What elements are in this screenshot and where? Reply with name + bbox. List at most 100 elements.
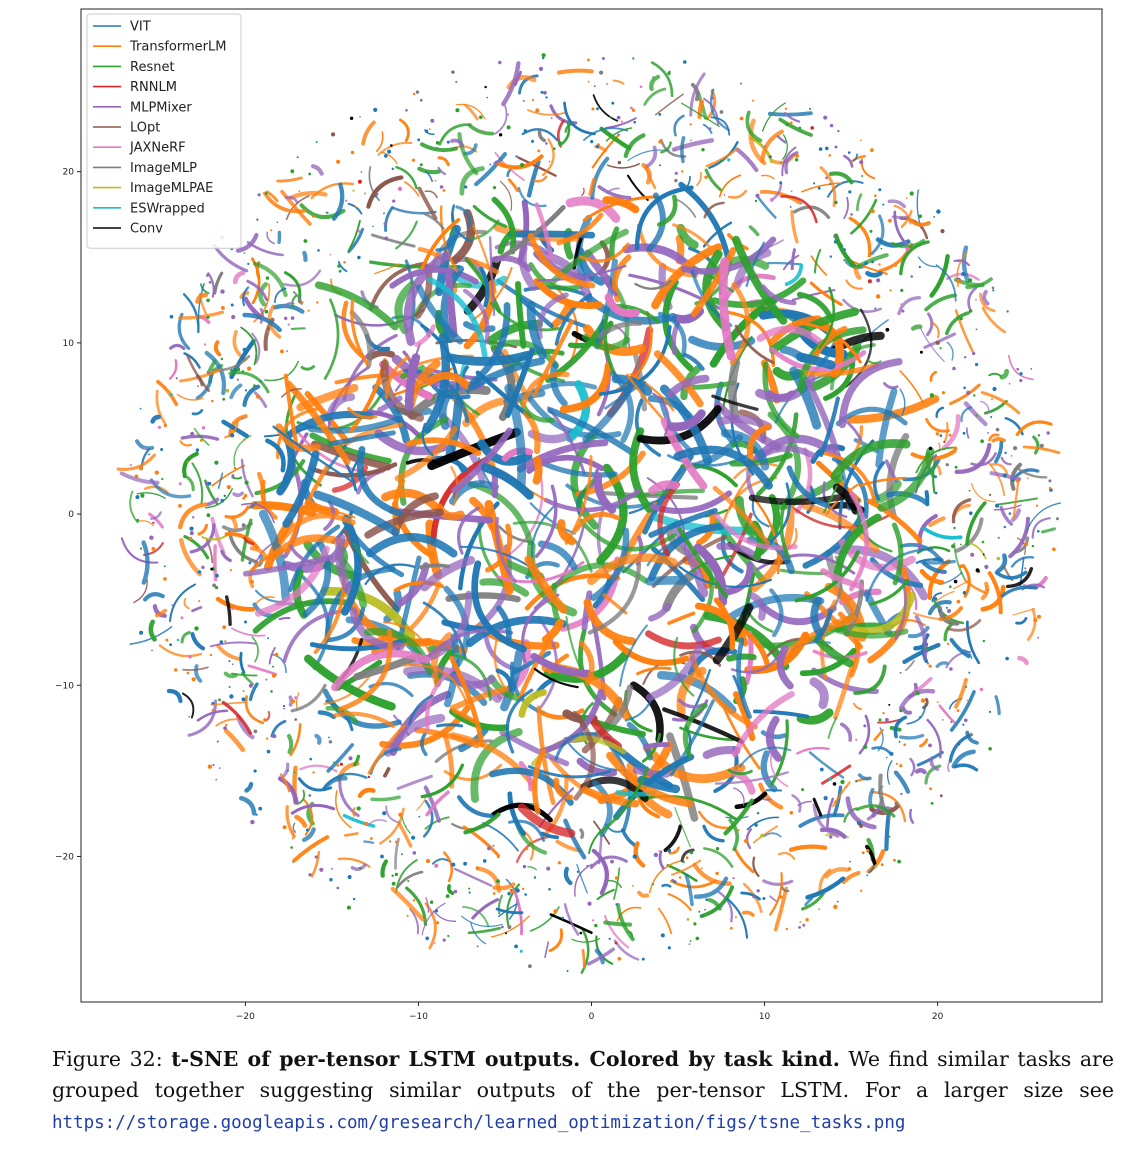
cluster-stroke xyxy=(191,462,204,505)
cluster-stroke xyxy=(394,280,417,335)
cluster-stroke xyxy=(129,490,139,524)
cluster-stroke xyxy=(843,196,849,219)
scatter-point xyxy=(424,129,429,133)
cluster-stroke xyxy=(182,293,200,334)
scatter-point xyxy=(752,99,754,102)
cluster-stroke xyxy=(266,231,276,245)
scatter-point xyxy=(521,887,525,890)
scatter-point xyxy=(522,864,527,869)
scatter-point xyxy=(188,715,191,718)
scatter-point xyxy=(594,923,598,928)
cluster-stroke xyxy=(717,890,733,923)
cluster-stroke xyxy=(883,382,899,390)
scatter-point xyxy=(537,149,541,153)
scatter-point xyxy=(372,225,374,228)
scatter-point xyxy=(528,964,532,969)
cluster-stroke xyxy=(953,259,970,267)
cluster-stroke xyxy=(383,713,446,757)
cluster-stroke xyxy=(870,214,885,256)
scatter-point xyxy=(945,463,949,467)
cluster-stroke xyxy=(290,683,327,713)
cluster-stroke xyxy=(812,803,840,838)
cluster-stroke xyxy=(447,884,455,895)
cluster-stroke xyxy=(420,218,461,271)
cluster-stroke xyxy=(711,394,759,411)
cluster-stroke xyxy=(760,174,775,180)
cluster-stroke xyxy=(931,592,943,603)
caption-url-link[interactable]: https://storage.googleapis.com/gresearch… xyxy=(52,1113,906,1133)
y-tick-label: −20 xyxy=(55,852,74,862)
cluster-stroke xyxy=(1012,608,1036,616)
scatter-point xyxy=(1008,512,1012,515)
scatter-point xyxy=(514,944,518,949)
scatter-point xyxy=(920,698,926,703)
cluster-stroke xyxy=(456,795,494,819)
scatter-point xyxy=(523,129,527,133)
scatter-point xyxy=(802,923,806,927)
y-tick-label: 20 xyxy=(63,168,75,178)
cluster-stroke xyxy=(285,380,351,465)
cluster-stroke xyxy=(1026,502,1061,532)
cluster-stroke xyxy=(935,406,945,418)
cluster-stroke xyxy=(265,438,286,473)
scatter-point xyxy=(192,516,195,519)
cluster-stroke xyxy=(912,612,948,621)
cluster-stroke xyxy=(801,502,880,553)
cluster-stroke xyxy=(951,498,972,524)
cluster-stroke xyxy=(190,632,205,651)
scatter-point xyxy=(276,221,279,224)
scatter-point xyxy=(354,205,357,208)
cluster-stroke xyxy=(1010,508,1021,522)
cluster-stroke xyxy=(529,502,576,535)
scatter-point xyxy=(148,453,151,456)
scatter-point xyxy=(253,729,258,734)
scatter-point xyxy=(576,870,580,873)
cluster-stroke xyxy=(666,374,710,399)
cluster-stroke xyxy=(640,794,737,821)
cluster-stroke xyxy=(337,857,371,868)
cluster-stroke xyxy=(442,851,454,883)
cluster-stroke xyxy=(697,99,704,119)
scatter-point xyxy=(1048,486,1052,490)
scatter-point xyxy=(315,141,318,143)
cluster-stroke xyxy=(727,768,753,776)
cluster-stroke xyxy=(565,196,621,223)
scatter-point xyxy=(754,199,758,203)
scatter-point xyxy=(143,447,146,450)
cluster-stroke xyxy=(673,445,773,490)
cluster-stroke xyxy=(527,109,567,116)
scatter-point xyxy=(762,897,766,900)
cluster-stroke xyxy=(818,286,835,350)
legend-label: ImageMLP xyxy=(130,161,197,176)
scatter-point xyxy=(236,378,239,381)
cluster-stroke xyxy=(729,282,751,365)
cluster-stroke xyxy=(762,102,786,132)
cluster-stroke xyxy=(763,832,782,838)
cluster-stroke xyxy=(612,79,625,85)
cluster-stroke xyxy=(563,101,596,136)
scatter-point xyxy=(608,937,611,940)
cluster-stroke xyxy=(938,704,956,724)
cluster-stroke xyxy=(425,170,433,183)
cluster-stroke xyxy=(643,742,670,750)
cluster-stroke xyxy=(224,531,260,550)
cluster-stroke xyxy=(180,631,191,644)
scatter-point xyxy=(673,880,677,883)
cluster-stroke xyxy=(239,651,246,675)
cluster-stroke xyxy=(692,862,732,886)
scatter-point xyxy=(963,386,966,390)
cluster-stroke xyxy=(606,751,693,808)
scatter-point xyxy=(357,229,361,233)
scatter-point xyxy=(888,817,891,820)
scatter-point xyxy=(411,158,416,162)
cluster-stroke xyxy=(792,205,831,220)
scatter-point xyxy=(834,145,838,149)
scatter-point xyxy=(264,192,268,195)
cluster-stroke xyxy=(798,813,845,828)
cluster-stroke xyxy=(832,483,860,515)
cluster-stroke xyxy=(994,695,1001,716)
scatter-point xyxy=(258,806,263,811)
cluster-stroke xyxy=(247,664,278,676)
scatter-point xyxy=(986,589,989,592)
